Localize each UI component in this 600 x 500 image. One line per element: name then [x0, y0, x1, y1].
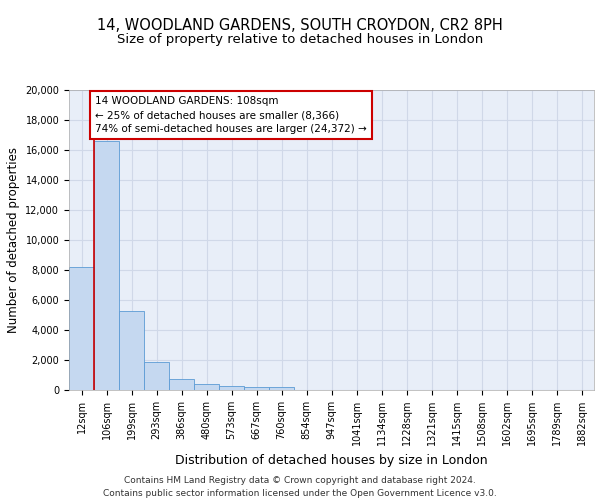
Bar — [194, 384, 219, 390]
Bar — [119, 310, 144, 390]
Text: 14 WOODLAND GARDENS: 108sqm
← 25% of detached houses are smaller (8,366)
74% of : 14 WOODLAND GARDENS: 108sqm ← 25% of det… — [95, 96, 367, 134]
Bar — [144, 362, 169, 390]
Bar — [219, 386, 244, 390]
Bar — [169, 379, 194, 390]
X-axis label: Distribution of detached houses by size in London: Distribution of detached houses by size … — [175, 454, 488, 466]
Text: Size of property relative to detached houses in London: Size of property relative to detached ho… — [117, 32, 483, 46]
Bar — [94, 141, 119, 390]
Bar — [269, 387, 294, 390]
Text: 14, WOODLAND GARDENS, SOUTH CROYDON, CR2 8PH: 14, WOODLAND GARDENS, SOUTH CROYDON, CR2… — [97, 18, 503, 32]
Y-axis label: Number of detached properties: Number of detached properties — [7, 147, 20, 333]
Bar — [69, 267, 94, 390]
Text: Contains HM Land Registry data © Crown copyright and database right 2024.: Contains HM Land Registry data © Crown c… — [124, 476, 476, 485]
Bar — [244, 386, 269, 390]
Text: Contains public sector information licensed under the Open Government Licence v3: Contains public sector information licen… — [103, 489, 497, 498]
